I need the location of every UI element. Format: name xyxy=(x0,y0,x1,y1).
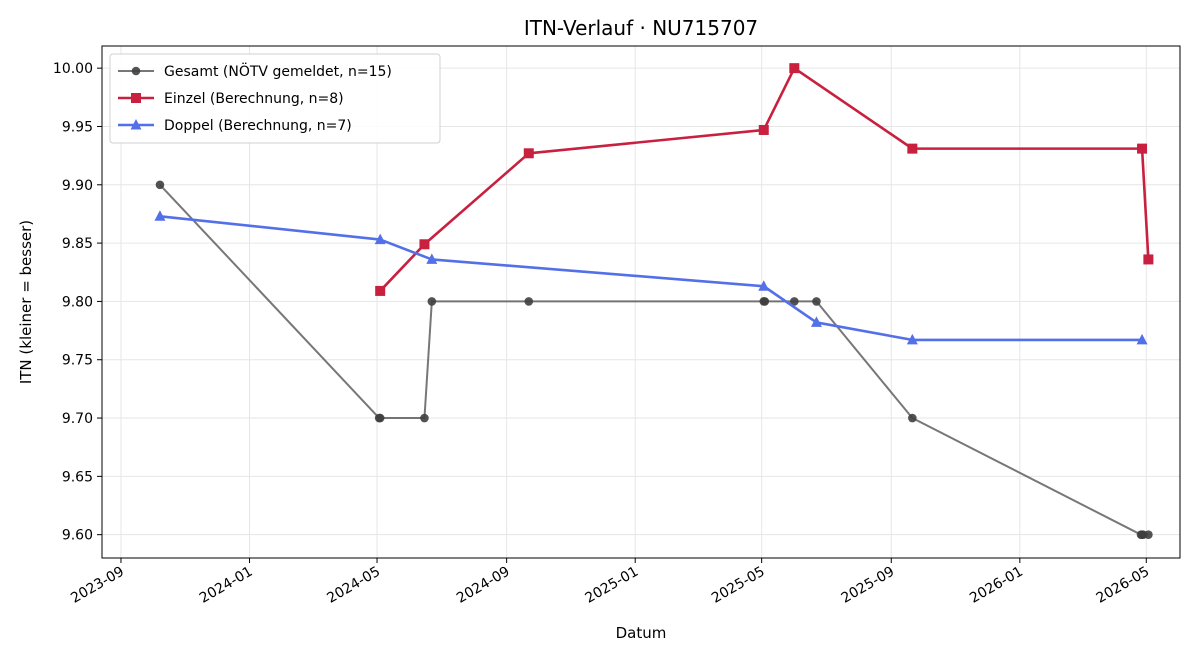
data-point xyxy=(760,297,770,306)
data-point xyxy=(426,253,438,264)
plot-frame xyxy=(101,45,1181,559)
data-point xyxy=(789,63,800,74)
data-point xyxy=(420,413,429,423)
legend-label: Doppel (Berechnung, n=7) xyxy=(164,118,352,134)
legend-item: Doppel (Berechnung, n=7) xyxy=(118,118,352,134)
y-tick-label: 9.65 xyxy=(62,469,93,485)
data-point xyxy=(908,413,917,423)
data-point xyxy=(812,297,821,306)
data-point xyxy=(375,413,385,423)
y-tick-label: 9.75 xyxy=(62,353,93,369)
data-point xyxy=(810,316,822,327)
legend-label: Gesamt (NÖTV gemeldet, n=15) xyxy=(164,62,392,80)
y-tick-label: 9.90 xyxy=(62,178,93,194)
y-axis: 9.60 9.65 9.70 9.75 9.80 9.85 9.90 9.95 10.00 xyxy=(53,61,102,544)
data-point xyxy=(758,280,770,291)
legend: Gesamt (NÖTV gemeldet, n=15) Einzel (Bere… xyxy=(109,53,441,144)
series-line xyxy=(379,66,1150,292)
data-point xyxy=(523,148,534,159)
data-point xyxy=(374,233,386,245)
data-point xyxy=(1144,530,1153,539)
legend-item: Gesamt (NÖTV gemeldet, n=15) xyxy=(118,62,392,80)
x-axis-label: Datum xyxy=(616,624,667,642)
data-point xyxy=(155,180,165,190)
data-point xyxy=(1136,333,1148,345)
legend-marker xyxy=(131,93,141,103)
data-point xyxy=(524,297,534,306)
data-point xyxy=(906,333,918,345)
data-point xyxy=(375,285,386,296)
data-point xyxy=(907,143,918,154)
y-tick-label: 10.00 xyxy=(53,61,93,77)
data-point xyxy=(427,297,437,306)
y-tick-label: 9.60 xyxy=(62,528,93,544)
legend-label: Einzel (Berechnung, n=8) xyxy=(164,91,344,107)
series-layer xyxy=(154,63,1154,539)
data-point xyxy=(1137,143,1148,154)
data-point xyxy=(790,297,799,306)
y-axis-label: ITN (kleiner = besser) xyxy=(17,220,35,384)
series-circle xyxy=(155,180,1153,539)
y-tick-label: 9.80 xyxy=(62,294,93,310)
y-tick-label: 9.95 xyxy=(62,119,93,135)
legend-marker xyxy=(131,66,141,76)
legend-item: Einzel (Berechnung, n=8) xyxy=(118,91,344,107)
data-point xyxy=(154,210,166,221)
chart-title: ITN-Verlauf · NU715707 xyxy=(524,16,758,40)
data-point xyxy=(758,124,769,135)
legend-marker xyxy=(130,119,142,130)
series-square xyxy=(375,63,1154,296)
series-triangle xyxy=(154,210,1148,345)
y-tick-label: 9.70 xyxy=(62,411,93,427)
data-point xyxy=(419,239,430,250)
data-point xyxy=(1143,254,1154,265)
legend-box xyxy=(109,53,441,144)
y-tick-label: 9.85 xyxy=(62,236,93,252)
